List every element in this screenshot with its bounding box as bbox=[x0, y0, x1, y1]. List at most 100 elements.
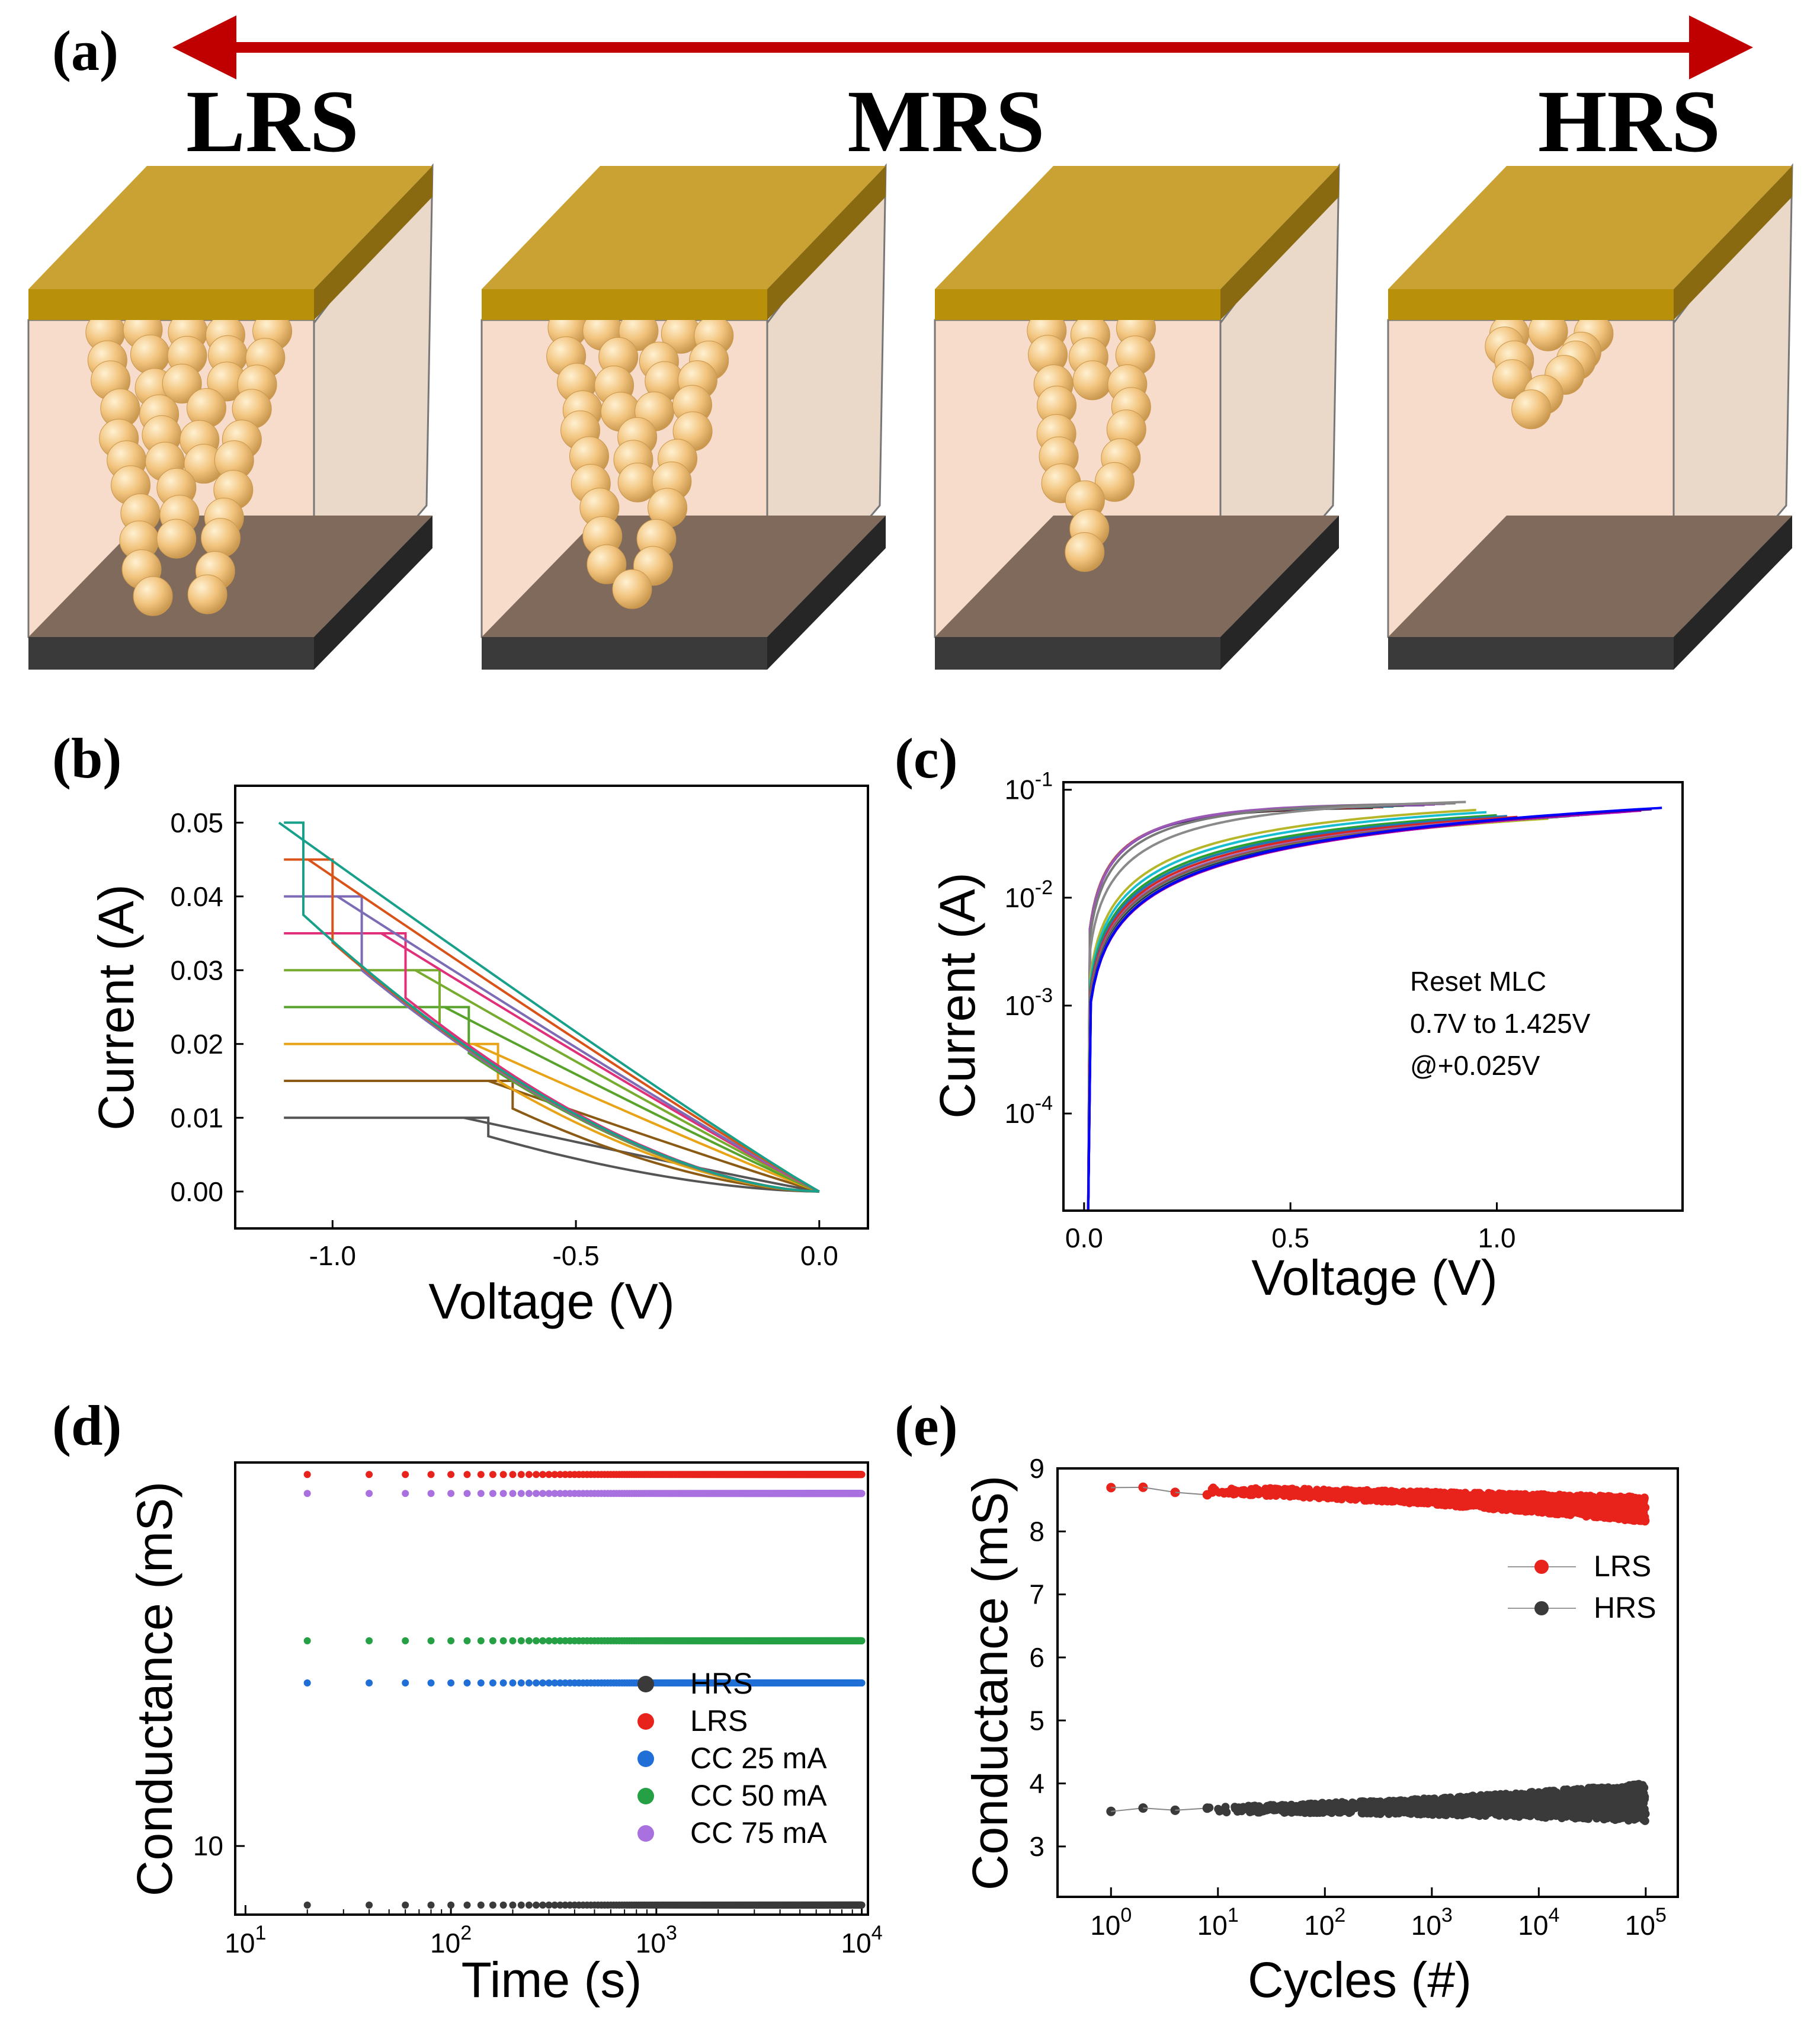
data-point bbox=[1613, 1493, 1622, 1502]
top-electrode-front bbox=[1388, 289, 1674, 320]
series-hrs bbox=[303, 1901, 866, 1909]
chart-c-ylabel: Current (A) bbox=[930, 872, 985, 1118]
data-point bbox=[858, 1490, 866, 1497]
top-electrode-front bbox=[482, 289, 767, 320]
chart-e-series bbox=[1106, 1482, 1650, 1825]
data-point bbox=[366, 1471, 373, 1478]
data-point bbox=[489, 1679, 496, 1686]
data-point bbox=[1398, 1494, 1407, 1503]
chart-b-ticks: -1.0 -0.5 0.00.000.010.020.030.040.05 bbox=[170, 807, 838, 1271]
iv-curve-cc-10-ma bbox=[284, 1116, 819, 1193]
reset-curve-9 bbox=[1087, 802, 1456, 1211]
reset-curve-15 bbox=[1087, 815, 1518, 1211]
data-point bbox=[489, 1471, 496, 1478]
x-tick-label: 0.0 bbox=[800, 1240, 838, 1271]
data-point bbox=[1432, 1496, 1441, 1505]
data-point bbox=[525, 1637, 533, 1644]
data-point bbox=[477, 1490, 485, 1497]
data-point bbox=[539, 1637, 547, 1644]
data-point bbox=[1416, 1492, 1425, 1500]
connector bbox=[1143, 1807, 1175, 1811]
top-electrode-face bbox=[482, 166, 886, 289]
data-point bbox=[477, 1637, 485, 1644]
panel-c-label: (c) bbox=[895, 727, 958, 790]
metal-particle bbox=[617, 462, 658, 503]
y-tick-label: 0.03 bbox=[170, 955, 223, 985]
device-3 bbox=[934, 163, 1340, 670]
iv-return-cc-20-ma bbox=[473, 1042, 820, 1193]
data-point bbox=[1319, 1490, 1328, 1499]
base-front bbox=[1388, 637, 1674, 670]
data-point bbox=[525, 1471, 533, 1478]
x-tick-label: 103 bbox=[636, 1922, 677, 1958]
top-electrode-side bbox=[1674, 166, 1792, 320]
series-lrs bbox=[1106, 1482, 1650, 1526]
data-point bbox=[477, 1471, 485, 1478]
data-point bbox=[1423, 1499, 1432, 1508]
reset-curve-10 bbox=[1087, 801, 1466, 1211]
data-point bbox=[1332, 1494, 1341, 1503]
data-point bbox=[366, 1679, 373, 1686]
data-point bbox=[517, 1901, 525, 1909]
data-point bbox=[1342, 1486, 1351, 1494]
data-point bbox=[1595, 1492, 1604, 1500]
state-lrs: LRS bbox=[186, 72, 359, 171]
data-point bbox=[1584, 1503, 1593, 1512]
data-point bbox=[499, 1471, 507, 1478]
top-electrode-face bbox=[28, 166, 432, 289]
data-point bbox=[402, 1901, 409, 1909]
data-point bbox=[509, 1637, 517, 1644]
data-point bbox=[539, 1490, 547, 1497]
x-tick-label: 104 bbox=[1518, 1904, 1559, 1941]
data-point bbox=[1295, 1492, 1304, 1500]
panel-b: (b) -1.0 -0.5 0.00.000.010.020.030.040.05 … bbox=[52, 727, 869, 1329]
data-point bbox=[447, 1679, 455, 1686]
data-point bbox=[509, 1471, 517, 1478]
data-point bbox=[427, 1679, 435, 1686]
data-point bbox=[489, 1490, 496, 1497]
data-point bbox=[517, 1490, 525, 1497]
metal-particle bbox=[612, 569, 652, 609]
reset-curve-1 bbox=[1087, 807, 1373, 1211]
chart-b-ylabel: Current (A) bbox=[88, 884, 144, 1130]
data-point bbox=[427, 1637, 435, 1644]
base-side bbox=[767, 516, 886, 670]
base-front bbox=[935, 637, 1220, 670]
data-point bbox=[1261, 1484, 1270, 1493]
iv-return-cc-30-ma bbox=[415, 969, 820, 1193]
metal-particle bbox=[162, 363, 202, 404]
data-point bbox=[551, 1901, 559, 1909]
data-point bbox=[489, 1901, 496, 1909]
chart-c-ticks: 0.0 0.5 1.010-410-310-210-1 bbox=[1005, 769, 1516, 1253]
data-point bbox=[1380, 1489, 1389, 1497]
data-point bbox=[1556, 1506, 1565, 1515]
data-point bbox=[858, 1901, 866, 1909]
data-point bbox=[303, 1471, 311, 1478]
connector bbox=[1175, 1492, 1207, 1496]
data-point bbox=[447, 1490, 455, 1497]
data-point bbox=[366, 1637, 373, 1644]
chart-d-series bbox=[303, 1471, 866, 1909]
legend-marker bbox=[637, 1713, 654, 1730]
base-front bbox=[482, 637, 767, 670]
reset-curve-11 bbox=[1087, 808, 1476, 1211]
x-tick-label: 102 bbox=[1304, 1904, 1345, 1941]
data-point bbox=[1566, 1504, 1575, 1513]
data-point bbox=[489, 1637, 496, 1644]
y-tick-label: 10-2 bbox=[1005, 876, 1053, 913]
connector bbox=[1143, 1486, 1175, 1493]
chart-b-series bbox=[278, 821, 820, 1193]
legend-label: HRS bbox=[690, 1667, 753, 1700]
legend-marker bbox=[637, 1788, 654, 1804]
data-point bbox=[509, 1901, 517, 1909]
data-point bbox=[525, 1901, 533, 1909]
metal-particle bbox=[200, 518, 241, 558]
data-point bbox=[463, 1637, 471, 1644]
data-point bbox=[551, 1471, 559, 1478]
data-point bbox=[533, 1679, 540, 1686]
y-tick-label: 7 bbox=[1029, 1579, 1044, 1610]
metal-particle bbox=[587, 544, 627, 584]
y-tick-label: 0.01 bbox=[170, 1102, 223, 1133]
connector bbox=[1111, 1486, 1143, 1489]
data-point bbox=[533, 1901, 540, 1909]
